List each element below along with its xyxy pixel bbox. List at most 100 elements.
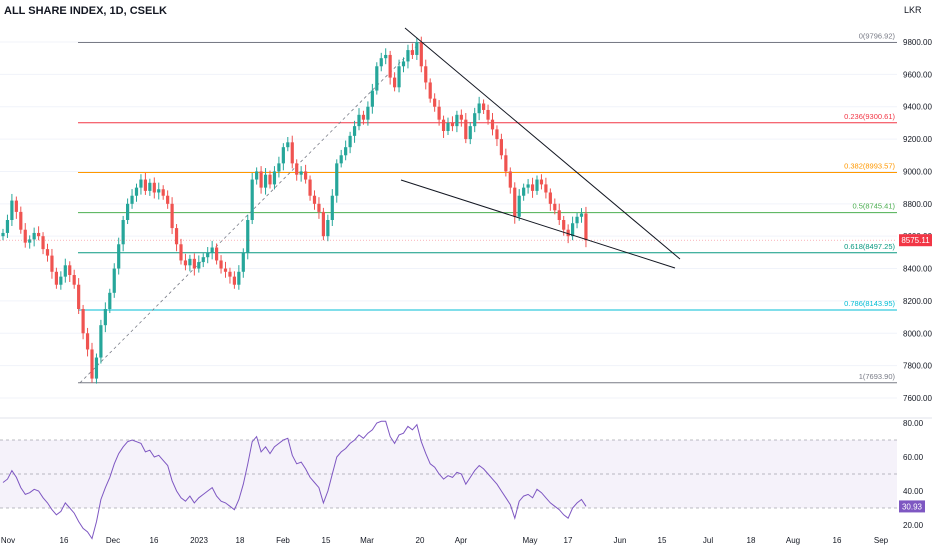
candle-body: [482, 103, 486, 110]
candle-body: [490, 119, 495, 130]
fib-label-0.5: 0.5(8745.41): [852, 202, 895, 211]
candle-body: [401, 61, 406, 67]
candle-body: [370, 90, 374, 107]
candle-body: [348, 135, 352, 148]
candle-body: [317, 203, 321, 212]
candle-body: [45, 249, 50, 256]
candle-body: [10, 200, 14, 220]
candle-body: [259, 171, 263, 188]
x-tick-label: 18: [747, 536, 756, 545]
x-tick-label: 20: [416, 536, 425, 545]
candle-body: [37, 232, 41, 237]
rsi-value: 30.93: [902, 502, 923, 511]
candle-body: [126, 203, 130, 220]
candle-body: [59, 276, 63, 285]
lower-trendline: [400, 179, 676, 269]
x-tick-label: Dec: [106, 536, 120, 545]
candle-body: [557, 210, 561, 220]
fib-label-1: 1(7693.90): [859, 372, 896, 381]
candle-body: [464, 119, 468, 140]
candle-body: [393, 77, 397, 88]
candle-body: [477, 103, 481, 114]
candle-body: [522, 187, 526, 196]
fib-label-0.618: 0.618(8497.25): [844, 242, 895, 251]
price-tick-label: 9000.00: [903, 167, 932, 176]
price-tick-label: 8800.00: [903, 200, 932, 209]
candle-body: [308, 179, 312, 196]
candle-body: [499, 139, 503, 156]
x-tick-label: Sep: [874, 536, 889, 545]
candle-body: [566, 229, 570, 237]
candle-body: [215, 247, 219, 261]
candle-body: [375, 66, 379, 91]
price-tick-label: 9200.00: [903, 135, 932, 144]
x-tick-label: 16: [60, 536, 69, 545]
candle-body: [304, 171, 308, 180]
chart-title: ALL SHARE INDEX, 1D, CSELK: [4, 5, 167, 17]
candle-body: [295, 163, 299, 175]
candle-body: [366, 106, 370, 120]
candle-body: [81, 309, 85, 334]
candle-body: [344, 147, 348, 156]
candle-body: [526, 184, 530, 188]
candle-body: [23, 229, 27, 243]
candle-body: [286, 142, 290, 148]
candle-body: [312, 195, 317, 204]
rsi-tick-label: 40.00: [903, 487, 924, 496]
candle-body: [513, 187, 517, 217]
candle-body: [237, 271, 241, 285]
candle-body: [517, 195, 521, 217]
x-tick-label: May: [522, 536, 537, 545]
x-tick-label: 16: [833, 536, 842, 545]
price-tick-label: 8000.00: [903, 329, 932, 338]
last-price-value: 8575.11: [901, 236, 930, 245]
rsi-value-badge: [899, 500, 925, 513]
candle-body: [108, 292, 112, 309]
x-tick-label: 15: [658, 536, 667, 545]
rsi-line: [2, 420, 587, 540]
candle-body: [152, 182, 156, 193]
fib-label-0.236: 0.236(9300.61): [844, 112, 895, 121]
candle-body: [553, 203, 557, 211]
candle-body: [410, 50, 414, 55]
candle-body: [1, 232, 5, 237]
rsi-band-fill: [0, 440, 897, 508]
candle-body: [166, 195, 170, 204]
candle-body: [192, 258, 196, 269]
candle-body: [330, 195, 334, 220]
candle-body: [473, 113, 477, 127]
x-tick-label: Feb: [276, 536, 290, 545]
rsi-tick-label: 20.00: [903, 521, 924, 530]
candle-body: [117, 244, 121, 269]
price-tick-label: 7800.00: [903, 362, 932, 371]
candle-body: [179, 244, 183, 261]
candle-body: [121, 220, 125, 245]
candle-body: [19, 211, 23, 230]
upper-trendline: [404, 27, 681, 260]
candle-body: [103, 309, 107, 326]
price-tick-label: 9400.00: [903, 103, 932, 112]
candle-body: [535, 179, 539, 191]
candle-body: [441, 119, 446, 131]
candle-body: [272, 171, 277, 185]
fib-label-0: 0(9796.92): [859, 31, 896, 40]
candle-body: [388, 54, 392, 78]
candle-body: [459, 114, 463, 120]
candle-body: [99, 325, 103, 358]
candle-body: [419, 42, 423, 67]
candle-body: [134, 187, 139, 196]
candle-body: [130, 195, 134, 204]
x-tick-label: Apr: [455, 536, 468, 545]
candle-body: [504, 155, 508, 172]
candle-body: [183, 260, 188, 266]
candle-body: [14, 200, 18, 212]
candle-body: [77, 284, 81, 309]
candle-body: [85, 333, 90, 350]
candle-body: [290, 142, 294, 164]
currency-label: LKR: [904, 5, 922, 15]
candle-body: [223, 268, 228, 272]
price-tick-label: 9600.00: [903, 70, 932, 79]
candle-body: [232, 276, 236, 285]
price-tick-label: 8200.00: [903, 297, 932, 306]
